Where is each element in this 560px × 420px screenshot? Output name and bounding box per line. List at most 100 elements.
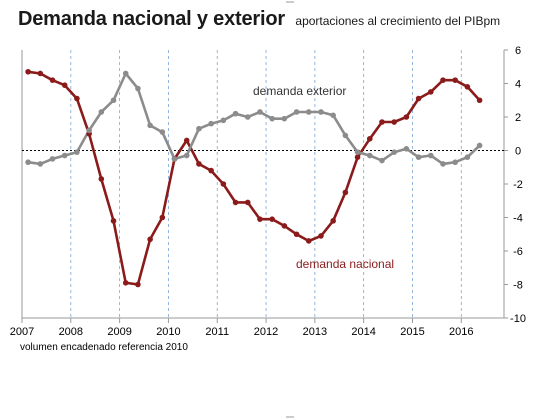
data-point-demanda-exterior: [208, 120, 214, 127]
data-point-demanda-exterior: [391, 149, 397, 155]
data-point-demanda-nacional: [427, 89, 434, 95]
data-point-demanda-exterior: [427, 152, 434, 159]
data-point-demanda-exterior: [220, 117, 227, 124]
chart-title-row: Demanda nacional y exterior aportaciones…: [18, 8, 500, 31]
data-point-demanda-nacional: [61, 82, 68, 88]
data-point-demanda-nacional: [147, 236, 153, 243]
data-point-demanda-nacional: [159, 214, 166, 221]
data-point-demanda-exterior: [293, 109, 300, 115]
data-point-demanda-nacional: [135, 281, 141, 288]
x-tick-label: 2008: [59, 326, 83, 338]
data-point-demanda-exterior: [452, 159, 458, 166]
data-point-demanda-exterior: [403, 146, 410, 152]
data-point-demanda-nacional: [452, 77, 458, 83]
data-point-demanda-nacional: [25, 68, 31, 75]
series-lines: [26, 70, 481, 286]
data-point-demanda-nacional: [476, 97, 483, 104]
x-tick-label: 2015: [400, 326, 424, 338]
data-point-demanda-exterior: [147, 122, 153, 129]
data-point-demanda-exterior: [330, 112, 336, 119]
x-tick-label: 2010: [156, 326, 180, 338]
data-point-demanda-nacional: [391, 119, 397, 125]
data-point-demanda-exterior: [257, 109, 263, 115]
data-point-demanda-nacional: [305, 238, 312, 244]
annotation-demanda-nacional: demanda nacional: [296, 257, 394, 271]
chart-subtitle: aportaciones al crecimiento del PIBpm: [295, 14, 501, 28]
x-tick-label: 2012: [254, 326, 278, 338]
data-point-demanda-exterior: [135, 85, 141, 92]
data-point-demanda-exterior: [232, 110, 239, 117]
data-point-demanda-exterior: [159, 129, 166, 135]
data-point-demanda-nacional: [269, 216, 275, 222]
data-point-demanda-exterior: [61, 152, 68, 159]
data-point-demanda-nacional: [122, 280, 129, 286]
data-point-demanda-exterior: [196, 125, 202, 132]
data-point-demanda-nacional: [464, 84, 471, 90]
data-point-demanda-exterior: [476, 142, 483, 149]
data-point-demanda-nacional: [366, 135, 373, 142]
data-point-demanda-exterior: [366, 152, 373, 159]
data-point-demanda-nacional: [98, 176, 105, 182]
data-point-demanda-exterior: [305, 109, 312, 115]
data-point-demanda-exterior: [342, 132, 349, 139]
data-point-demanda-nacional: [208, 167, 214, 174]
data-point-demanda-exterior: [74, 149, 80, 155]
x-axis-ticks: 2007 2008 2009 2010 2011 2012 2013 2014 2015 2016: [10, 318, 474, 338]
chart-footnote: volumen encadenado referencia 2010: [20, 342, 188, 353]
data-point-demanda-exterior: [37, 161, 44, 167]
data-point-demanda-exterior: [415, 154, 422, 160]
x-tick-label: 2014: [351, 326, 375, 338]
data-point-demanda-nacional: [379, 119, 385, 125]
y-tick-label: -8: [513, 280, 523, 292]
data-point-demanda-exterior: [183, 152, 190, 159]
data-point-demanda-exterior: [464, 154, 471, 160]
x-tick-label: 2011: [205, 326, 229, 338]
y-tick-label: 0: [515, 146, 521, 158]
data-point-demanda-exterior: [98, 109, 105, 115]
x-tick-label: 2009: [107, 326, 131, 338]
data-point-demanda-nacional: [330, 218, 336, 224]
x-tick-label: 2013: [303, 326, 327, 338]
y-axis-ticks: 6 4 2 0 -2 -4 -6 -8 -10: [504, 45, 526, 325]
data-point-demanda-exterior: [354, 149, 361, 155]
data-point-demanda-nacional: [342, 189, 349, 196]
data-point-demanda-nacional: [196, 161, 202, 167]
y-tick-label: 6: [515, 45, 521, 57]
data-point-demanda-exterior: [110, 97, 117, 104]
data-point-demanda-exterior: [318, 109, 324, 115]
y-tick-label: 2: [515, 112, 521, 124]
data-point-demanda-nacional: [49, 77, 56, 83]
vertical-gridlines: [70, 50, 462, 318]
data-point-demanda-nacional: [403, 114, 410, 120]
data-point-demanda-nacional: [293, 231, 300, 238]
data-point-demanda-nacional: [440, 77, 446, 83]
data-point-demanda-exterior: [379, 157, 385, 164]
data-point-demanda-exterior: [244, 114, 251, 120]
y-tick-label: -10: [510, 313, 526, 325]
series-points: [25, 68, 483, 288]
data-point-demanda-nacional: [244, 199, 251, 206]
data-point-demanda-exterior: [122, 70, 129, 77]
data-point-demanda-nacional: [232, 199, 239, 206]
series-line-demanda-nacional: [26, 70, 481, 286]
data-point-demanda-nacional: [37, 70, 44, 77]
data-point-demanda-exterior: [49, 156, 56, 162]
x-tick-label: 2007: [10, 326, 34, 338]
data-point-demanda-nacional: [281, 223, 288, 229]
y-tick-label: 4: [515, 79, 521, 91]
data-point-demanda-nacional: [110, 218, 117, 224]
chart-title: Demanda nacional y exterior: [18, 8, 285, 30]
y-tick-label: -6: [513, 246, 523, 258]
data-point-demanda-exterior: [281, 115, 288, 122]
data-point-demanda-nacional: [257, 216, 263, 222]
data-point-demanda-nacional: [415, 95, 422, 102]
data-point-demanda-nacional: [74, 95, 80, 102]
data-point-demanda-nacional: [354, 154, 361, 160]
y-tick-label: -2: [513, 179, 523, 191]
data-point-demanda-exterior: [171, 156, 178, 162]
data-point-demanda-exterior: [269, 115, 275, 122]
data-point-demanda-nacional: [318, 233, 324, 239]
data-point-demanda-nacional: [220, 181, 227, 187]
data-point-demanda-nacional: [183, 137, 190, 144]
